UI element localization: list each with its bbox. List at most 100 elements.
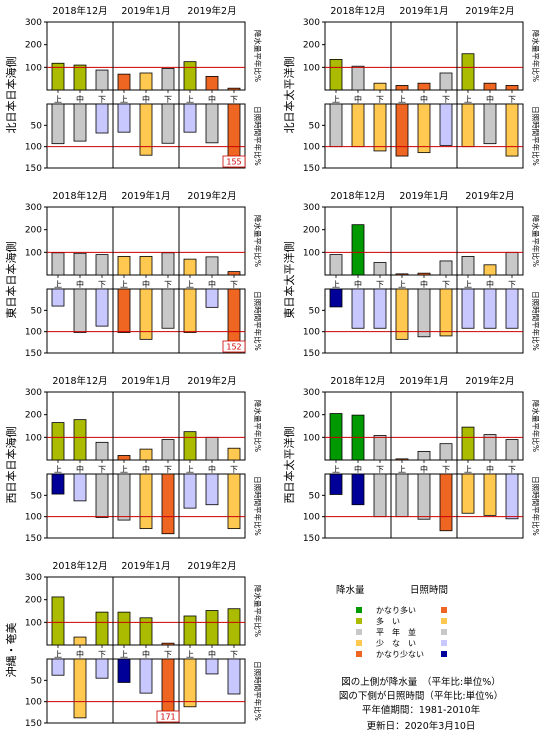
dekad-label: 下 xyxy=(376,280,384,289)
sun-tick-label: 100 xyxy=(303,513,320,523)
sun-bar xyxy=(373,473,387,518)
dekad-label: 中 xyxy=(142,649,150,659)
sun-bar xyxy=(51,288,65,307)
legend-row: かなり少ない xyxy=(296,649,546,660)
precip-bar xyxy=(439,72,453,91)
region-chart: 2018年12月 2019年1月 2019年2月 300 200 100 50 100 150 上… xyxy=(4,560,263,729)
dekad-label: 中 xyxy=(354,279,362,289)
legend-label: 少 な い xyxy=(376,639,416,648)
sun-value-label: 155 xyxy=(226,158,241,167)
sun-value-box xyxy=(222,155,246,168)
sun-tick-label: 100 xyxy=(303,328,320,338)
precip-tick-label: 300 xyxy=(303,203,320,213)
precip-bar xyxy=(183,431,197,461)
sun-side-label: 日照時間平年比% xyxy=(531,106,541,166)
sun-tick-label: 50 xyxy=(309,306,321,316)
precip-side-label: 降水量平年比% xyxy=(253,400,263,452)
sun-tick-label: 100 xyxy=(25,143,42,153)
sun-side-label: 日照時間平年比% xyxy=(253,476,263,536)
sun-bar xyxy=(439,288,453,337)
sun-bar xyxy=(461,473,475,514)
dekad-label: 上 xyxy=(398,280,406,289)
sun-tick-label: 100 xyxy=(25,698,42,708)
precip-tick-label: 100 xyxy=(303,248,320,258)
precip-tick-label: 300 xyxy=(25,573,42,583)
precip-bar xyxy=(461,426,475,461)
legend-precip-swatch xyxy=(356,640,362,646)
dekad-label: 上 xyxy=(120,95,128,104)
precip-bar xyxy=(395,85,409,91)
dekad-label: 上 xyxy=(186,280,194,289)
month-label: 2018年12月 xyxy=(52,375,107,387)
sun-bar xyxy=(73,103,87,142)
sun-bar xyxy=(461,288,475,329)
month-label: 2018年12月 xyxy=(52,560,107,572)
precip-bar xyxy=(373,435,387,461)
dekad-label: 中 xyxy=(76,464,84,474)
dekad-label: 中 xyxy=(486,464,494,474)
month-label: 2019年2月 xyxy=(187,560,236,572)
dekad-label: 下 xyxy=(98,650,106,659)
precip-bar xyxy=(161,439,175,461)
month-label: 2018年12月 xyxy=(330,190,385,202)
precip-bar xyxy=(505,85,519,91)
legend-precip-header: 降水量 xyxy=(336,585,365,596)
legend-precip-swatch xyxy=(356,607,362,613)
dekad-label: 下 xyxy=(508,465,516,474)
region-title: 東日本太平洋側 xyxy=(282,242,296,319)
sun-tick-label: 150 xyxy=(25,534,42,544)
dekad-label: 上 xyxy=(186,465,194,474)
dekad-label: 中 xyxy=(208,94,216,104)
precip-bar xyxy=(439,443,453,461)
sun-bar xyxy=(205,288,219,308)
sun-value-label: 152 xyxy=(226,343,241,352)
precip-tick-label: 200 xyxy=(25,411,42,421)
sun-bar xyxy=(351,288,365,329)
dekad-label: 下 xyxy=(230,650,238,659)
sun-bar xyxy=(205,103,219,144)
precip-bar xyxy=(461,256,475,276)
precip-bar xyxy=(351,224,365,276)
sun-side-label: 日照時間平年比% xyxy=(531,476,541,536)
dekad-label: 下 xyxy=(376,95,384,104)
dekad-label: 下 xyxy=(376,465,384,474)
precip-bar xyxy=(95,69,109,91)
month-label: 2018年12月 xyxy=(52,190,107,202)
precip-bar xyxy=(329,254,343,276)
legend-row: 平 年 並 xyxy=(296,627,546,638)
legend-note-updated: 更新日：2020年3月10日 xyxy=(366,721,476,732)
precip-tick-label: 200 xyxy=(303,41,320,51)
precip-bar xyxy=(73,64,87,91)
precip-bar xyxy=(395,458,409,461)
dekad-label: 中 xyxy=(354,464,362,474)
precip-side-label: 降水量平年比% xyxy=(531,30,541,82)
sun-tick-label: 50 xyxy=(309,491,321,501)
precip-bar xyxy=(373,82,387,91)
dekad-label: 下 xyxy=(98,465,106,474)
dekad-label: 下 xyxy=(508,280,516,289)
legend-sun-swatch xyxy=(441,607,447,613)
legend-note-period: 平年値期間：1981-2010年 xyxy=(361,705,481,716)
precip-bar xyxy=(51,596,65,646)
precip-bar xyxy=(161,68,175,91)
sun-tick-label: 50 xyxy=(31,121,43,131)
sun-bar xyxy=(161,658,175,724)
dekad-label: 上 xyxy=(186,95,194,104)
precip-bar xyxy=(205,436,219,461)
sun-tick-label: 150 xyxy=(25,349,42,359)
month-label: 2019年1月 xyxy=(399,375,448,387)
dekad-label: 上 xyxy=(120,650,128,659)
dekad-label: 中 xyxy=(208,464,216,474)
precip-tick-label: 300 xyxy=(25,18,42,28)
sun-bar xyxy=(417,103,431,154)
dekad-label: 上 xyxy=(54,280,62,289)
sun-bar xyxy=(395,103,409,157)
sun-tick-label: 50 xyxy=(309,121,321,131)
sun-tick-label: 100 xyxy=(25,513,42,523)
precip-side-label: 降水量平年比% xyxy=(253,215,263,267)
sun-bar xyxy=(395,288,409,340)
month-label: 2018年12月 xyxy=(52,5,107,17)
dekad-label: 下 xyxy=(98,280,106,289)
precip-bar xyxy=(95,441,109,461)
sun-bar xyxy=(183,658,197,708)
